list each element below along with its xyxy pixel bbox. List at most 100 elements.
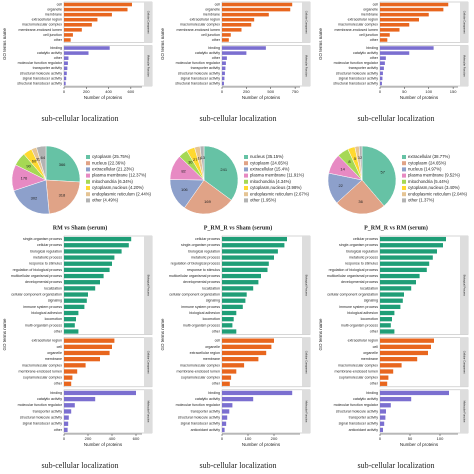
- bar: [222, 243, 285, 248]
- category-label: other: [54, 382, 63, 386]
- bar: [222, 298, 246, 303]
- x-tick-label: 200: [271, 436, 278, 441]
- category-label: molecular function regulator: [334, 403, 379, 407]
- bar: [222, 66, 226, 71]
- caption: sub-cellular localization: [199, 114, 276, 123]
- category-label: binding: [50, 391, 62, 395]
- category-label: cellular component organization: [11, 292, 62, 296]
- category-label: molecular function regulator: [18, 403, 63, 407]
- bar: [380, 7, 444, 12]
- legend-swatch: [402, 155, 406, 159]
- bar: [64, 338, 115, 343]
- slice-label: 82: [181, 169, 186, 174]
- slice-label: 5: [354, 156, 357, 161]
- pie-slice: [13, 179, 50, 215]
- bar: [380, 61, 385, 65]
- category-label: other: [370, 38, 379, 42]
- category-label: biological regulation: [30, 249, 62, 253]
- bar: [380, 344, 431, 349]
- legend-swatch: [86, 192, 90, 197]
- bar: [222, 310, 237, 316]
- category-label: membrane: [203, 357, 220, 361]
- bar: [64, 255, 115, 260]
- category-label: multicellular organismal process: [327, 274, 378, 278]
- category-label: developmental process: [183, 280, 220, 284]
- category-label: metabolic process: [349, 256, 378, 260]
- legend-swatch: [244, 167, 248, 172]
- x-tick-label: 600: [128, 89, 135, 94]
- bar: [222, 17, 255, 22]
- group-label: Cellular Component: [462, 351, 466, 374]
- x-tick-label: 400: [109, 436, 116, 441]
- legend-label: cytoplasm,nucleus (3.98%): [250, 185, 302, 190]
- legend-swatch: [86, 155, 90, 159]
- chart-title: P_RM_R vs RM (serum): [364, 224, 428, 231]
- bar: [222, 415, 228, 420]
- group-strip: [144, 389, 152, 433]
- bar: [64, 304, 85, 310]
- bar: [64, 51, 89, 55]
- bar: [64, 76, 67, 81]
- legend-label: cytoplasm (24.65%): [250, 160, 289, 165]
- category-label: membrane: [361, 357, 378, 361]
- category-label: metabolic process: [33, 256, 62, 260]
- group-strip: [460, 2, 468, 43]
- slice-label: 22: [338, 183, 343, 188]
- bar: [380, 71, 383, 76]
- category-label: immune system process: [23, 305, 62, 309]
- category-label: transporter activity: [33, 66, 63, 70]
- bar: [64, 61, 68, 65]
- category-label: cell: [373, 2, 379, 6]
- category-label: catalytic activity: [195, 397, 220, 401]
- bar: [380, 12, 429, 17]
- bar: [222, 403, 233, 408]
- bar: [64, 273, 104, 279]
- group-strip: [460, 337, 468, 387]
- bar: [380, 273, 420, 279]
- category-label: single-organism process: [181, 243, 220, 247]
- category-label: molecular function regulator: [176, 403, 221, 407]
- group-strip: [460, 389, 468, 433]
- category-label: binding: [208, 391, 220, 395]
- bar: [222, 273, 261, 279]
- bar: [222, 23, 252, 27]
- bar: [380, 415, 386, 420]
- y-axis-label: GO terms name: [2, 318, 7, 351]
- category-label: membrane-enclosed lumen: [176, 28, 220, 32]
- category-label: cell: [373, 345, 379, 349]
- bar: [380, 33, 390, 37]
- x-tick-label: 250: [243, 89, 250, 94]
- category-label: cell: [57, 2, 63, 6]
- legend-label: extracellular (21.23%): [92, 167, 134, 172]
- bar: [380, 243, 443, 248]
- category-label: cell: [215, 2, 221, 6]
- bar: [380, 350, 428, 356]
- bar: [380, 363, 402, 368]
- category-label: extracellular region: [32, 18, 62, 22]
- category-label: signal transducer activity: [339, 422, 379, 426]
- legend-swatch: [86, 167, 90, 172]
- bar: [222, 427, 225, 433]
- legend-swatch: [244, 192, 248, 197]
- category-label: binding: [208, 46, 220, 50]
- category-label: multi-organism process: [341, 323, 378, 327]
- group-strip: [302, 337, 310, 387]
- category-label: cellular component organization: [327, 292, 378, 296]
- group-label: Biological Process: [146, 275, 150, 297]
- y-axis-label: GO terms name: [160, 318, 165, 351]
- category-label: multi-organism process: [183, 323, 220, 327]
- category-label: catalytic activity: [353, 51, 378, 55]
- legend-swatch: [402, 198, 406, 203]
- category-label: transporter activity: [349, 416, 379, 420]
- bar: [64, 236, 132, 242]
- category-label: macromolecular complex: [338, 363, 378, 367]
- legend-swatch: [86, 161, 90, 166]
- slice-label: 57: [381, 169, 386, 174]
- bar: [222, 2, 293, 7]
- bar: [222, 292, 247, 297]
- x-axis-label: Number of proteins: [400, 442, 439, 447]
- bar: [380, 280, 416, 285]
- bar: [222, 12, 269, 17]
- x-tick-label: 0: [379, 89, 382, 94]
- x-tick-label: 500: [267, 89, 274, 94]
